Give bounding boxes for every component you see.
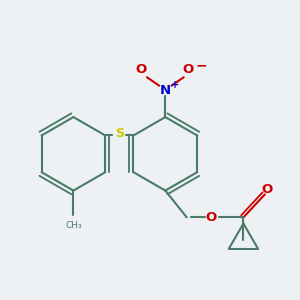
Text: O: O	[206, 211, 217, 224]
Text: N: N	[160, 84, 171, 97]
Text: −: −	[196, 59, 207, 73]
Text: O: O	[135, 63, 146, 76]
Text: +: +	[171, 80, 179, 90]
Text: O: O	[262, 182, 273, 196]
Text: S: S	[115, 128, 124, 140]
Text: CH₃: CH₃	[65, 221, 82, 230]
Text: O: O	[183, 63, 194, 76]
